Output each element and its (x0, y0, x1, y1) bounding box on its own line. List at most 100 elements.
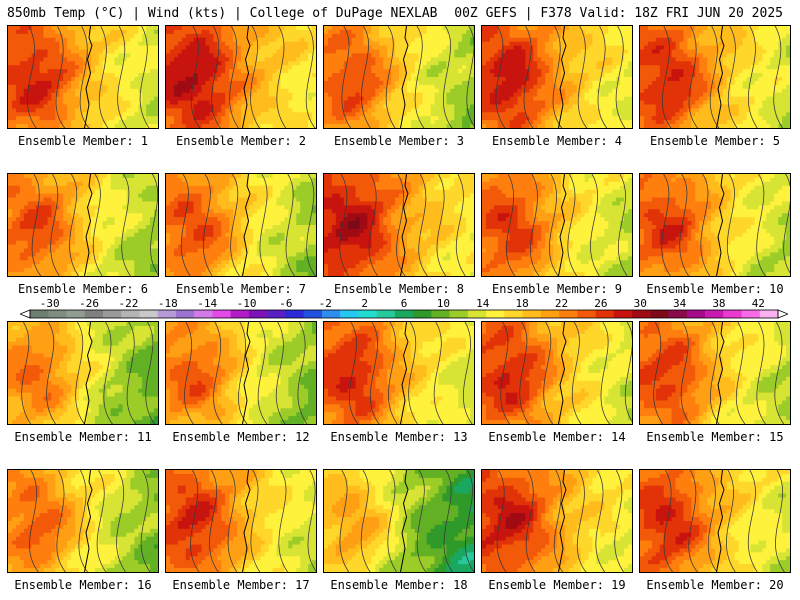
ensemble-member-map (639, 25, 791, 129)
colorbar-swatch (84, 310, 104, 318)
ensemble-member-label: Ensemble Member: 18 (319, 578, 479, 592)
colorbar-swatch (175, 310, 195, 318)
ensemble-member-label: Ensemble Member: 7 (161, 282, 321, 296)
colorbar-tick-label: -6 (279, 297, 292, 310)
colorbar-swatch (559, 310, 578, 318)
ensemble-member-map (7, 321, 159, 425)
colorbar-tick-label: 22 (555, 297, 568, 310)
colorbar-tick-label: -30 (40, 297, 60, 310)
colorbar-tick-label: 26 (594, 297, 607, 310)
temperature-field (8, 470, 158, 572)
temperature-field (640, 470, 790, 572)
colorbar-swatch (449, 310, 469, 318)
temperature-field (324, 26, 474, 128)
ensemble-member-map (165, 173, 317, 277)
colorbar-swatch (285, 310, 304, 318)
ensemble-member-map (323, 25, 475, 129)
temperature-field (482, 26, 632, 128)
coastline (84, 322, 93, 424)
coastline (558, 26, 567, 128)
ensemble-member-label: Ensemble Member: 13 (319, 430, 479, 444)
ensemble-member-map (323, 173, 475, 277)
ensemble-member-map (639, 173, 791, 277)
coastline (400, 26, 409, 128)
colorbar-swatch (668, 310, 688, 318)
colorbar-tick-label: -2 (319, 297, 332, 310)
coastline (716, 174, 725, 276)
coastline (84, 470, 93, 572)
colorbar-swatch (358, 310, 377, 318)
colorbar-swatch (139, 310, 159, 318)
colorbar-swatch (486, 310, 505, 318)
ensemble-member-label: Ensemble Member: 3 (319, 134, 479, 148)
ensemble-member-label: Ensemble Member: 20 (635, 578, 795, 592)
ensemble-member-map (323, 469, 475, 573)
colorbar-tick-label: 14 (476, 297, 490, 310)
ensemble-member-label: Ensemble Member: 16 (3, 578, 163, 592)
coastline (558, 322, 567, 424)
temperature-field (640, 174, 790, 276)
temperature-field (8, 174, 158, 276)
colorbar-swatch (504, 310, 523, 318)
colorbar-swatch (705, 310, 724, 318)
chart-title-right: 00Z GEFS | F378 Valid: 18Z FRI JUN 20 20… (454, 6, 783, 21)
ensemble-member-label: Ensemble Member: 17 (161, 578, 321, 592)
coastline (242, 470, 251, 572)
ensemble-member-map (481, 321, 633, 425)
temperature-field (324, 470, 474, 572)
coastline (400, 470, 409, 572)
ensemble-member-label: Ensemble Member: 2 (161, 134, 321, 148)
colorbar-swatch (267, 310, 286, 318)
colorbar-tick-label: -22 (118, 297, 138, 310)
coastline (84, 174, 93, 276)
colorbar-swatch (394, 310, 414, 318)
ensemble-member-map (481, 25, 633, 129)
colorbar-swatch (723, 310, 742, 318)
ensemble-member-map (481, 469, 633, 573)
coastline (242, 174, 251, 276)
temperature-field (640, 26, 790, 128)
colorbar-swatch (540, 310, 560, 318)
colorbar-swatch (121, 310, 140, 318)
coastline (400, 174, 409, 276)
ensemble-member-label: Ensemble Member: 4 (477, 134, 637, 148)
temperature-field (482, 174, 632, 276)
colorbar-swatch (321, 310, 341, 318)
colorbar-tick-label: -10 (237, 297, 257, 310)
colorbar-tick-label: 38 (712, 297, 725, 310)
temperature-field (324, 322, 474, 424)
ensemble-member-map (165, 25, 317, 129)
temperature-field (482, 322, 632, 424)
colorbar-swatch (650, 310, 669, 318)
ensemble-member-label: Ensemble Member: 15 (635, 430, 795, 444)
colorbar-tick-label: -18 (158, 297, 178, 310)
coastline (400, 322, 409, 424)
colorbar-swatch (613, 310, 633, 318)
colorbar-tick-label: 2 (361, 297, 368, 310)
colorbar-swatch (194, 310, 213, 318)
ensemble-member-label: Ensemble Member: 19 (477, 578, 637, 592)
ensemble-member-label: Ensemble Member: 11 (3, 430, 163, 444)
ensemble-member-map (639, 321, 791, 425)
ensemble-member-label: Ensemble Member: 5 (635, 134, 795, 148)
ensemble-member-label: Ensemble Member: 8 (319, 282, 479, 296)
temperature-field (166, 470, 316, 572)
coastline (84, 26, 93, 128)
colorbar-swatch (102, 310, 122, 318)
coastline (242, 26, 251, 128)
colorbar-swatch (340, 310, 359, 318)
ensemble-member-label: Ensemble Member: 12 (161, 430, 321, 444)
colorbar-swatch (248, 310, 268, 318)
coastline (242, 322, 251, 424)
coastline (716, 322, 725, 424)
colorbar-swatch (66, 310, 86, 318)
ensemble-member-map (7, 25, 159, 129)
temperature-field (324, 174, 474, 276)
colorbar-tick-label: -14 (197, 297, 217, 310)
ensemble-member-label: Ensemble Member: 14 (477, 430, 637, 444)
coastline (716, 470, 725, 572)
ensemble-member-map (7, 469, 159, 573)
ensemble-member-label: Ensemble Member: 9 (477, 282, 637, 296)
colorbar-swatch (48, 310, 67, 318)
colorbar-swatch (467, 310, 487, 318)
